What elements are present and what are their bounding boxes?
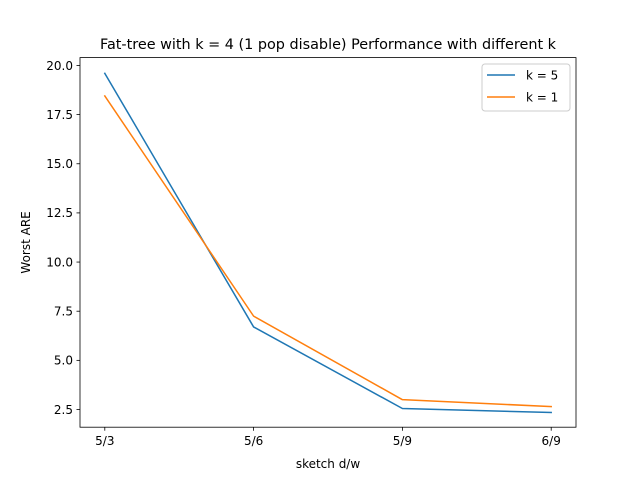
legend-label-2: k = 1 [526, 90, 558, 104]
series-line-2 [103, 94, 552, 408]
x-tick-label: 5/9 [393, 434, 412, 448]
x-tick-label: 5/3 [95, 434, 114, 448]
series-line-1 [103, 72, 552, 414]
y-tick-label: 7.5 [54, 305, 73, 319]
y-tick-label: 10.0 [46, 255, 73, 269]
x-axis-ticks: 5/3 5/6 5/9 6/9 [95, 427, 561, 448]
y-tick-label: 5.0 [54, 354, 73, 368]
y-axis-label: Worst ARE [19, 211, 33, 273]
chart-title: Fat-tree with k = 4 (1 pop disable) Perf… [100, 37, 557, 53]
y-tick-label: 2.5 [54, 403, 73, 417]
x-axis-label: sketch d/w [296, 457, 361, 471]
legend: k = 5 k = 1 [481, 63, 571, 112]
y-tick-label: 20.0 [46, 59, 73, 73]
plot-frame [79, 57, 577, 428]
plot-lines [103, 72, 552, 414]
y-tick-label: 12.5 [46, 206, 73, 220]
y-tick-label: 15.0 [46, 157, 73, 171]
x-tick-label: 5/6 [244, 434, 263, 448]
y-axis-ticks: 2.5 5.0 7.5 10.0 12.5 15.0 17.5 20.0 [46, 59, 80, 417]
x-tick-label: 6/9 [542, 434, 561, 448]
y-tick-label: 17.5 [46, 108, 73, 122]
legend-label-1: k = 5 [526, 68, 558, 82]
